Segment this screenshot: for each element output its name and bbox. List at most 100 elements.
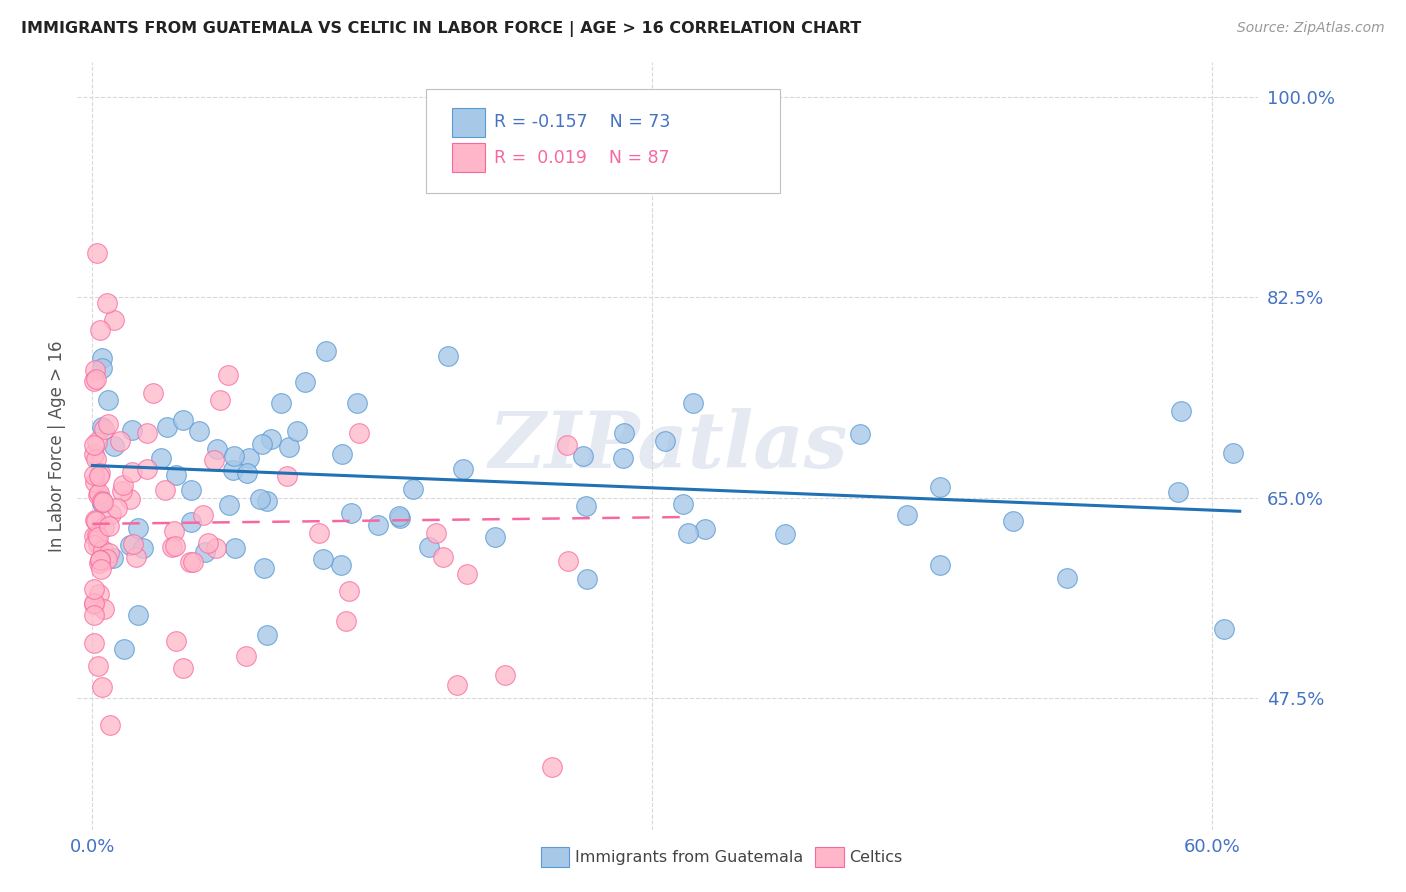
Text: R = -0.157    N = 73: R = -0.157 N = 73 xyxy=(495,113,671,131)
Point xyxy=(83,582,105,596)
Point xyxy=(89,486,111,500)
Point xyxy=(136,426,159,441)
Point xyxy=(896,508,918,523)
Point xyxy=(311,552,333,566)
Point xyxy=(276,469,298,483)
Point xyxy=(575,499,598,513)
Point xyxy=(100,508,122,522)
Point xyxy=(484,530,506,544)
Point xyxy=(97,393,120,408)
Point xyxy=(103,312,125,326)
Point xyxy=(418,541,440,555)
Point xyxy=(86,530,108,544)
Point xyxy=(612,451,634,466)
Point xyxy=(402,483,425,497)
Point xyxy=(118,538,141,552)
Point xyxy=(367,517,389,532)
Point xyxy=(308,526,330,541)
Point xyxy=(98,718,121,732)
Point xyxy=(84,513,107,527)
Point xyxy=(83,539,105,553)
Point xyxy=(187,425,209,439)
Point xyxy=(89,553,111,567)
Point xyxy=(83,438,105,452)
Point xyxy=(165,468,187,483)
Point xyxy=(93,422,115,436)
Point xyxy=(165,634,187,648)
Text: R =  0.019    N = 87: R = 0.019 N = 87 xyxy=(495,149,669,167)
Point xyxy=(83,596,105,610)
Point xyxy=(456,566,478,581)
Point xyxy=(270,395,292,409)
Point xyxy=(121,423,143,437)
Point xyxy=(83,362,105,376)
Point xyxy=(105,501,128,516)
Point xyxy=(83,636,105,650)
Point xyxy=(315,343,337,358)
Point xyxy=(163,524,186,538)
Point xyxy=(83,608,105,623)
Point xyxy=(205,541,228,555)
Point xyxy=(122,536,145,550)
Point xyxy=(236,466,259,480)
Point xyxy=(160,540,183,554)
Point xyxy=(335,615,357,629)
Point xyxy=(89,466,111,480)
Point xyxy=(87,587,110,601)
Point xyxy=(682,396,704,410)
Text: Immigrants from Guatemala: Immigrants from Guatemala xyxy=(575,850,803,864)
Point xyxy=(87,556,110,570)
Point xyxy=(90,680,112,694)
Point xyxy=(127,607,149,622)
Point xyxy=(101,550,124,565)
Point xyxy=(202,453,225,467)
Point xyxy=(93,519,115,533)
Point xyxy=(84,475,107,490)
Point xyxy=(278,440,301,454)
Y-axis label: In Labor Force | Age > 16: In Labor Force | Age > 16 xyxy=(48,340,66,552)
Point xyxy=(494,667,516,681)
Point xyxy=(90,420,112,434)
Point xyxy=(654,434,676,449)
Point xyxy=(340,506,363,520)
Point xyxy=(238,451,260,466)
Point xyxy=(180,483,202,497)
Point xyxy=(425,526,447,541)
Point xyxy=(90,496,112,510)
Point xyxy=(97,417,120,431)
Point xyxy=(91,495,114,509)
Point xyxy=(193,508,215,522)
Point xyxy=(172,661,194,675)
Point xyxy=(155,420,177,434)
Point xyxy=(83,374,105,388)
Point xyxy=(773,527,796,541)
Point xyxy=(285,424,308,438)
Text: IMMIGRANTS FROM GUATEMALA VS CELTIC IN LABOR FORCE | AGE > 16 CORRELATION CHART: IMMIGRANTS FROM GUATEMALA VS CELTIC IN L… xyxy=(21,21,862,37)
Point xyxy=(849,426,872,441)
Point xyxy=(432,550,454,565)
Point xyxy=(110,434,132,449)
Point xyxy=(1170,403,1192,417)
Point xyxy=(89,552,111,566)
Point xyxy=(90,562,112,576)
Point xyxy=(183,555,205,569)
Point xyxy=(111,483,134,498)
Point xyxy=(83,597,105,611)
Point xyxy=(89,323,111,337)
Point xyxy=(1222,446,1244,460)
Point xyxy=(1213,622,1236,636)
Point xyxy=(676,526,699,541)
Point xyxy=(179,555,201,569)
FancyBboxPatch shape xyxy=(451,108,485,136)
Point xyxy=(260,432,283,446)
Point xyxy=(87,468,110,483)
Point xyxy=(118,492,141,507)
Text: Source: ZipAtlas.com: Source: ZipAtlas.com xyxy=(1237,21,1385,35)
Point xyxy=(541,760,564,774)
Point xyxy=(93,601,115,615)
Point xyxy=(86,435,108,450)
Point xyxy=(121,465,143,479)
Point xyxy=(330,558,353,572)
Point xyxy=(90,360,112,375)
Point xyxy=(96,552,118,566)
